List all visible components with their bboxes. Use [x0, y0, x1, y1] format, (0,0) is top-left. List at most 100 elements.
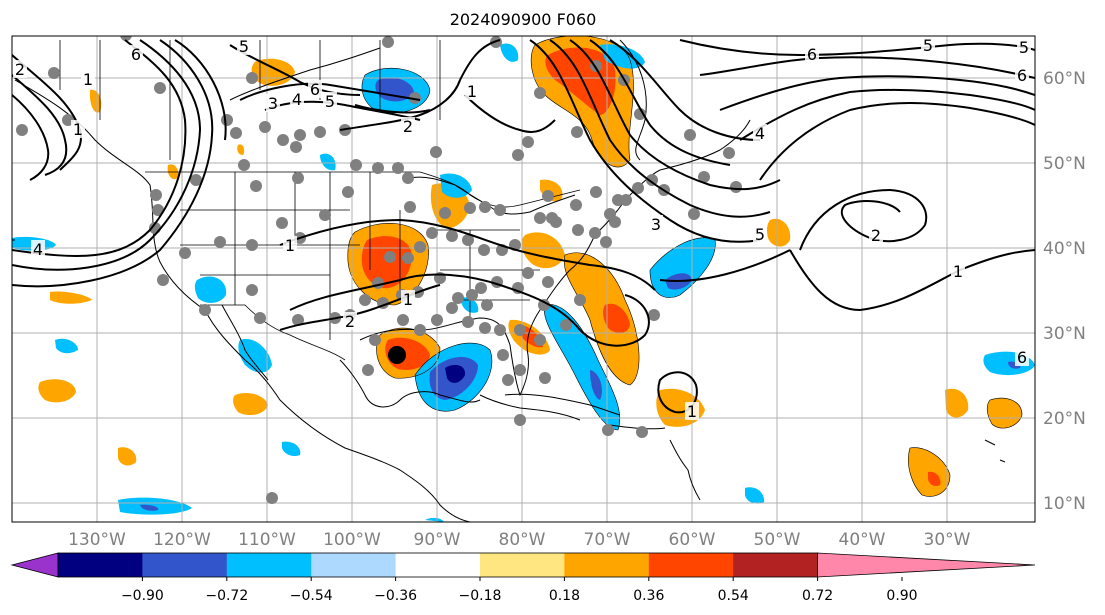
contour-label: 6 [807, 45, 817, 64]
station-dot [266, 492, 278, 504]
station-dot [290, 141, 302, 153]
station-dot [542, 276, 554, 288]
station-dot [414, 241, 426, 253]
contour-lines [12, 39, 1035, 414]
station-dot [462, 234, 474, 246]
colorbar-tick-label: 0.90 [886, 588, 917, 604]
station-dot [362, 364, 374, 376]
station-dot [479, 201, 491, 213]
station-dot [538, 299, 550, 311]
contour-label: 4 [33, 240, 43, 259]
station-dot [602, 424, 614, 436]
station-dot [402, 172, 414, 184]
longitude-label: 60°W [669, 530, 716, 550]
station-dot [372, 277, 384, 289]
station-dot [430, 146, 442, 158]
station-dot [475, 282, 487, 294]
longitude-labels: 130°W 120°W 110°W 100°W 90°W 80°W 70°W 60°W 50°W… [68, 530, 971, 550]
station-dot [372, 162, 384, 174]
station-dot [522, 136, 534, 148]
colorbar-segment [142, 553, 228, 577]
station-dot [632, 182, 644, 194]
colorbar-segment [648, 553, 734, 577]
station-dot [514, 414, 526, 426]
station-dot [214, 236, 226, 248]
station-dot [259, 121, 271, 133]
contour-label: 3 [651, 215, 661, 234]
longitude-label: 70°W [584, 530, 631, 550]
station-dot [574, 294, 586, 306]
station-dot [494, 324, 506, 336]
station-dot [478, 244, 490, 256]
station-dot [464, 202, 476, 214]
latitude-label: 20°N [1043, 409, 1086, 429]
latitude-label: 40°N [1043, 239, 1086, 259]
station-dot [609, 216, 621, 228]
colorbar-extend-low [10, 552, 59, 578]
station-dot [723, 147, 735, 159]
contour-label: 5 [755, 225, 765, 244]
station-dot [276, 217, 288, 229]
station-dot [730, 181, 742, 193]
station-dot [620, 194, 632, 206]
station-dot [452, 292, 464, 304]
latitude-label: 10°N [1043, 494, 1086, 514]
longitude-label: 120°W [153, 530, 211, 550]
station-dot [199, 304, 211, 316]
contour-label: 1 [83, 70, 93, 89]
contour-label: 6 [1017, 66, 1027, 85]
station-dot [230, 127, 242, 139]
longitude-label: 80°W [499, 530, 546, 550]
station-dot [446, 230, 458, 242]
station-dot [292, 172, 304, 184]
station-dot [446, 302, 458, 314]
station-dot [246, 284, 258, 296]
station-dot [634, 108, 646, 120]
station-dot [359, 294, 371, 306]
station-dot [277, 134, 289, 146]
colorbar-tick-label: −0.90 [121, 588, 164, 604]
colorbar-tick-label: −0.72 [205, 588, 248, 604]
contour-label: 6 [310, 80, 320, 99]
station-dot [560, 319, 572, 331]
colorbar-tick-label: 0.54 [718, 588, 749, 604]
contour-label: 4 [755, 124, 765, 143]
station-dot [246, 72, 258, 84]
station-dot [431, 314, 443, 326]
station-dot [466, 289, 478, 301]
contour-label: 4 [292, 90, 302, 109]
station-dot [684, 129, 696, 141]
station-dot [539, 372, 551, 384]
station-dot [550, 216, 562, 228]
station-dot [382, 36, 394, 48]
station-dot [397, 314, 409, 326]
station-dot [590, 186, 602, 198]
station-dot [589, 227, 601, 239]
contour-label: 5 [923, 36, 933, 55]
latitude-label: 60°N [1043, 69, 1086, 89]
colorbar-segment [58, 553, 143, 577]
contour-label: 1 [403, 290, 413, 309]
station-dot [238, 159, 250, 171]
station-dot [154, 82, 166, 94]
station-dot [254, 312, 266, 324]
station-dot [190, 174, 202, 186]
contour-label: 1 [467, 82, 477, 101]
station-dot [512, 149, 524, 161]
station-dot [150, 189, 162, 201]
station-dot [534, 334, 546, 346]
contour-label: 6 [1017, 348, 1027, 367]
station-dot [409, 92, 421, 104]
colorbar-tick-labels: −0.90 −0.72 −0.54 −0.36 −0.18 0.18 0.36 0.54 0.7… [121, 577, 918, 604]
station-dot [350, 159, 362, 171]
contour-label: 2 [15, 60, 25, 79]
station-dot [698, 171, 710, 183]
colorbar-extend-high [817, 552, 1036, 578]
station-dot [246, 239, 258, 251]
colorbar-tick-label: −0.36 [374, 588, 417, 604]
station-dot [404, 201, 416, 213]
station-dot [439, 207, 451, 219]
station-dot [120, 36, 132, 41]
